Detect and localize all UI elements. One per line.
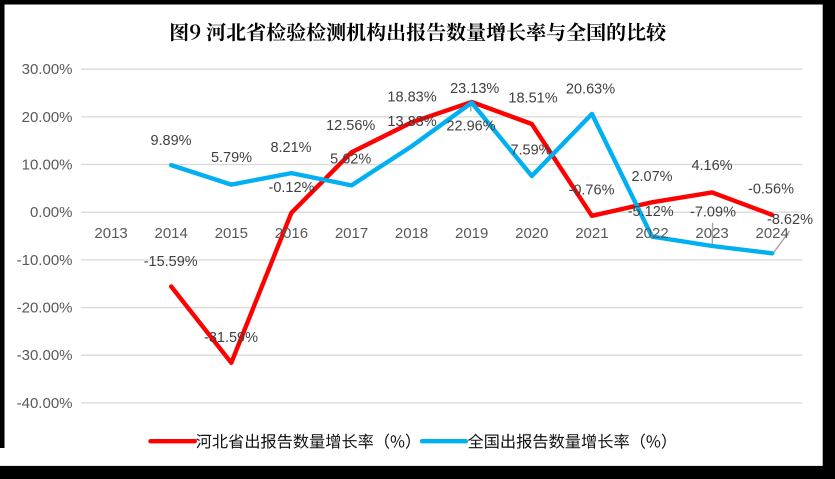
svg-text:2.07%: 2.07% <box>631 169 672 185</box>
svg-text:2016: 2016 <box>275 225 308 242</box>
svg-text:10.00%: 10.00% <box>22 156 73 173</box>
svg-text:22.96%: 22.96% <box>446 119 495 135</box>
svg-text:-40.00%: -40.00% <box>17 395 73 412</box>
svg-text:2014: 2014 <box>155 225 188 242</box>
svg-text:2020: 2020 <box>515 225 548 242</box>
svg-text:-0.56%: -0.56% <box>748 181 794 197</box>
svg-text:-31.59%: -31.59% <box>204 330 258 346</box>
svg-text:8.21%: 8.21% <box>270 140 311 156</box>
svg-text:2022: 2022 <box>635 225 668 242</box>
svg-text:-15.59%: -15.59% <box>144 254 198 270</box>
svg-text:-30.00%: -30.00% <box>17 347 73 364</box>
svg-text:2018: 2018 <box>395 225 428 242</box>
svg-text:20.63%: 20.63% <box>566 82 615 98</box>
svg-text:4.16%: 4.16% <box>691 158 732 174</box>
svg-text:-8.62%: -8.62% <box>767 212 813 228</box>
svg-text:12.56%: 12.56% <box>326 118 375 134</box>
svg-text:-0.12%: -0.12% <box>269 180 315 196</box>
svg-text:2017: 2017 <box>335 225 368 242</box>
svg-text:2013: 2013 <box>94 225 127 242</box>
svg-text:5.79%: 5.79% <box>211 150 252 166</box>
svg-text:30.00%: 30.00% <box>22 61 73 78</box>
svg-text:7.59%: 7.59% <box>510 143 551 159</box>
svg-text:-7.09%: -7.09% <box>690 204 736 220</box>
svg-text:23.13%: 23.13% <box>450 81 499 97</box>
svg-text:2019: 2019 <box>455 225 488 242</box>
svg-text:18.83%: 18.83% <box>387 89 436 105</box>
svg-text:20.00%: 20.00% <box>22 109 73 126</box>
svg-text:-0.76%: -0.76% <box>569 182 615 198</box>
svg-text:-10.00%: -10.00% <box>17 252 73 269</box>
svg-text:13.83%: 13.83% <box>387 114 436 130</box>
svg-text:2023: 2023 <box>695 225 728 242</box>
svg-text:-5.12%: -5.12% <box>628 204 674 220</box>
svg-text:9.89%: 9.89% <box>150 133 191 149</box>
svg-text:18.51%: 18.51% <box>508 91 557 107</box>
svg-text:-20.00%: -20.00% <box>17 299 73 316</box>
svg-text:0.00%: 0.00% <box>30 204 73 221</box>
svg-text:2021: 2021 <box>575 225 608 242</box>
svg-text:2024: 2024 <box>756 225 789 242</box>
svg-text:2015: 2015 <box>215 225 248 242</box>
svg-text:5.62%: 5.62% <box>330 152 371 168</box>
